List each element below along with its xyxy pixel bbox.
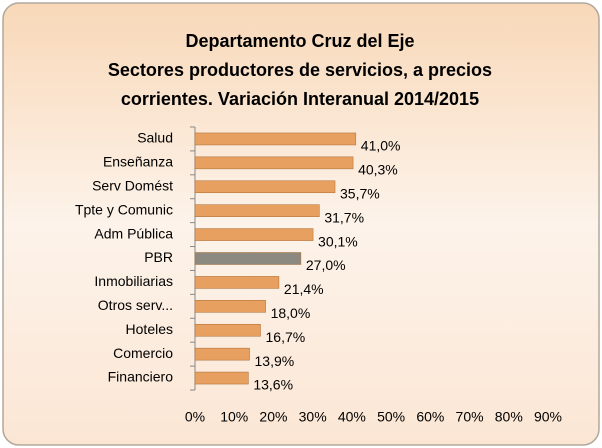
- chart-title: corrientes. Variación Interanual 2014/20…: [121, 89, 479, 109]
- x-tick-label: 0%: [185, 409, 205, 425]
- y-tick-label: Otros serv...: [98, 297, 173, 313]
- y-tick-label: Comercio: [113, 345, 173, 361]
- data-label: 21,4%: [284, 281, 324, 297]
- x-tick-label: 60%: [416, 409, 444, 425]
- data-label: 30,1%: [318, 233, 358, 249]
- bar: [194, 347, 250, 361]
- x-tick-label: 50%: [377, 409, 405, 425]
- x-tick-label: 10%: [220, 409, 248, 425]
- data-label: 35,7%: [340, 185, 380, 201]
- y-tick-label: Hoteles: [126, 321, 173, 337]
- x-tick-label: 70%: [456, 409, 484, 425]
- bar: [194, 132, 357, 146]
- data-label: 40,3%: [358, 162, 398, 178]
- y-tick-label: Financiero: [108, 369, 174, 385]
- bar: [194, 180, 336, 194]
- data-label: 41,0%: [361, 138, 401, 154]
- chart-title: Sectores productores de servicios, a pre…: [108, 60, 492, 80]
- y-tick-label: Inmobiliarias: [94, 273, 173, 289]
- data-label: 18,0%: [271, 305, 311, 321]
- y-tick-label: Adm Pública: [94, 225, 173, 241]
- bar: [194, 276, 280, 289]
- x-tick-label: 20%: [259, 409, 287, 425]
- bar: [194, 371, 249, 385]
- y-tick-label: PBR: [144, 249, 173, 265]
- bar: [194, 323, 261, 337]
- x-tick-label: 90%: [534, 409, 562, 425]
- x-tick-label: 80%: [495, 409, 523, 425]
- data-label: 13,9%: [255, 353, 295, 369]
- data-label: 16,7%: [266, 329, 306, 345]
- x-tick-label: 30%: [299, 409, 327, 425]
- chart-title: Departamento Cruz del Eje: [185, 31, 414, 51]
- x-tick-label: 40%: [338, 409, 366, 425]
- y-tick-label: Tpte y Comunic: [75, 201, 173, 217]
- bar: [194, 252, 302, 265]
- data-label: 13,6%: [253, 377, 293, 393]
- bar: [194, 204, 320, 217]
- data-label: 31,7%: [324, 209, 364, 225]
- y-tick-label: Enseñanza: [103, 154, 173, 170]
- data-label: 27,0%: [306, 257, 346, 273]
- bar: [194, 156, 354, 170]
- bar: [194, 300, 266, 313]
- y-tick-label: Serv Domést: [92, 177, 173, 193]
- y-tick-label: Salud: [137, 130, 173, 146]
- bar: [194, 228, 314, 241]
